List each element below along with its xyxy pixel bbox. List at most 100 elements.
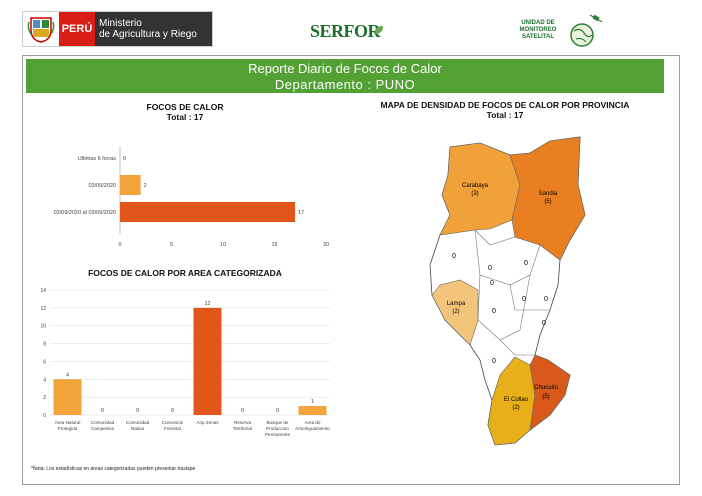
y-tick-label: 12 [40, 306, 46, 312]
unidad-line-3: SATELITAL [521, 34, 555, 40]
category-label: Ultimas 6 horas [78, 156, 116, 162]
label-el-collao: El Collao [504, 397, 529, 403]
x-tick-label: 10 [220, 242, 226, 248]
chart1-title: FOCOS DE CALOR [146, 102, 224, 112]
y-tick-label: 8 [43, 342, 46, 348]
category-label: 03/09/2020 al 03/09/2020 [54, 210, 116, 216]
x-tick-label: 5 [170, 242, 173, 248]
data-label: 0 [276, 408, 279, 414]
label-carabaya: Carabaya [462, 183, 489, 189]
province-chucuito [529, 354, 571, 431]
x-tick-label: 15 [271, 242, 277, 248]
bar [298, 406, 327, 415]
zero-label: 0 [524, 260, 528, 267]
category-label: Amortiguamiento [295, 426, 330, 431]
footnote: *Nota: Los estadísticas en áreas categor… [31, 466, 196, 472]
data-label: 0 [241, 408, 244, 414]
map-title: MAPA DE DENSIDAD DE FOCOS DE CALOR POR P… [380, 100, 630, 110]
y-tick-label: 4 [43, 377, 46, 383]
ministry-name: Ministerio de Agricultura y Riego [95, 12, 212, 46]
zero-label: 0 [492, 308, 496, 315]
category-label: Nativa [131, 426, 144, 431]
ministry-line-2: de Agricultura y Riego [99, 29, 197, 40]
count-lampa: (2) [452, 309, 459, 315]
category-label: Protegida [58, 426, 78, 431]
puno-province-map: Carabaya (3) Sandia (5) Lampa (2) El Col… [429, 136, 586, 446]
bar [120, 202, 296, 222]
peru-label: PERÚ [59, 12, 95, 46]
zero-label: 0 [522, 296, 526, 303]
category-label: Permanente [265, 432, 290, 437]
satellite-globe-icon [570, 14, 603, 47]
count-chucuito: (5) [542, 394, 549, 400]
data-label: 12 [204, 301, 210, 307]
y-tick-label: 2 [43, 395, 46, 401]
count-el-collao: (2) [512, 405, 519, 411]
y-tick-label: 14 [40, 288, 46, 294]
y-tick-label: 0 [43, 413, 46, 419]
y-tick-label: 6 [43, 359, 46, 365]
report-title: Reporte Diario de Focos de Calor [248, 61, 442, 76]
count-sandia: (5) [544, 199, 551, 205]
page-header: PERÚ Ministerio de Agricultura y Riego S… [0, 0, 702, 56]
unidad-line-2: MONITOREO [519, 27, 557, 33]
category-label: Bosque de [267, 420, 289, 425]
zero-label: 0 [490, 280, 494, 287]
category-label: Produccion [266, 426, 289, 431]
category-label: Comunidad [126, 420, 150, 425]
category-label: 03/09/2020 [88, 183, 116, 189]
map-title-block: MAPA DE DENSIDAD DE FOCOS DE CALOR POR P… [360, 100, 650, 120]
category-label: Territorial [233, 426, 252, 431]
bar [120, 175, 141, 195]
report-frame: Reporte Diario de Focos de Calor Departa… [22, 55, 680, 485]
chart1-total: Total : 17 [166, 112, 204, 122]
category-label: Reserva [234, 420, 252, 425]
report-banner: Reporte Diario de Focos de Calor Departa… [26, 59, 664, 93]
data-label: 1 [311, 399, 314, 405]
category-label: Concesion [162, 420, 184, 425]
category-label: Forestal [164, 426, 181, 431]
data-label: 0 [136, 408, 139, 414]
label-lampa: Lampa [447, 301, 466, 307]
map-total: Total : 17 [486, 110, 524, 120]
serfor-logo: SERFOR [310, 21, 381, 41]
ministry-line-1: Ministerio [99, 18, 142, 29]
province-sandia [509, 136, 586, 261]
province-lampa [431, 279, 479, 346]
data-label: 4 [66, 372, 69, 378]
x-tick-label: 0 [118, 242, 121, 248]
report-department: Departamento : PUNO [274, 77, 416, 92]
data-label: 0 [123, 156, 126, 162]
category-label: Comunidad [91, 420, 115, 425]
zero-label: 0 [542, 320, 546, 327]
category-label: Anp Zonas [196, 420, 219, 425]
data-label: 0 [171, 408, 174, 414]
x-tick-label: 20 [323, 242, 329, 248]
count-carabaya: (3) [471, 191, 478, 197]
focos-de-calor-bar-chart: Ultimas 6 horas 0 03/09/2020 2 03/09/2020 al… [54, 146, 329, 248]
y-tick-label: 10 [40, 324, 46, 330]
coat-of-arms-icon [23, 12, 59, 46]
unidad-line-1: UNIDAD DE [521, 20, 555, 26]
label-chucuito: Chucuito [534, 385, 558, 391]
category-label: Campesina [91, 426, 115, 431]
category-label: Area Natural [55, 420, 81, 425]
ministry-logo: PERÚ Ministerio de Agricultura y Riego [22, 11, 213, 47]
bar [193, 307, 222, 415]
data-label: 17 [298, 210, 304, 216]
bar [53, 379, 82, 415]
label-sandia: Sandia [539, 191, 558, 197]
chart2-title: FOCOS DE CALOR POR AREA CATEGORIZADA [88, 268, 282, 278]
category-label: Area de [304, 420, 321, 425]
data-label: 2 [144, 183, 147, 189]
unidad-monitoreo-label: UNIDAD DE MONITOREO SATELITAL [508, 20, 568, 41]
province-carabaya [439, 142, 521, 236]
serfor-leaf-icon [375, 26, 383, 34]
zero-label: 0 [488, 265, 492, 272]
data-label: 0 [101, 408, 104, 414]
zero-label: 0 [544, 296, 548, 303]
zero-label: 0 [492, 358, 496, 365]
zero-label: 0 [452, 253, 456, 260]
chart1-title-block: FOCOS DE CALOR Total : 17 [120, 102, 250, 122]
